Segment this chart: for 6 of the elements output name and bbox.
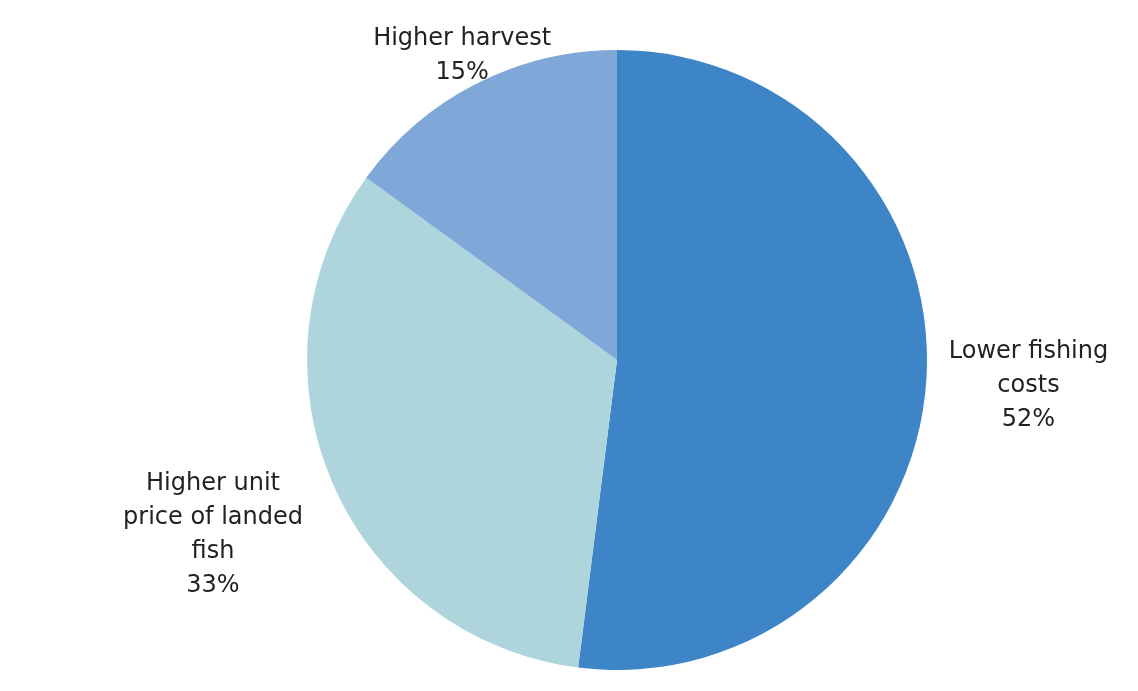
data-label: 15% [435, 57, 489, 86]
slice-label: Higher harvest [373, 23, 552, 52]
slice-label: Higher unit price of landed fish [123, 468, 303, 565]
data-label: 33% [186, 570, 240, 599]
slice-label: Lower fishing costs [948, 336, 1109, 399]
data-label: 52% [1001, 404, 1056, 433]
